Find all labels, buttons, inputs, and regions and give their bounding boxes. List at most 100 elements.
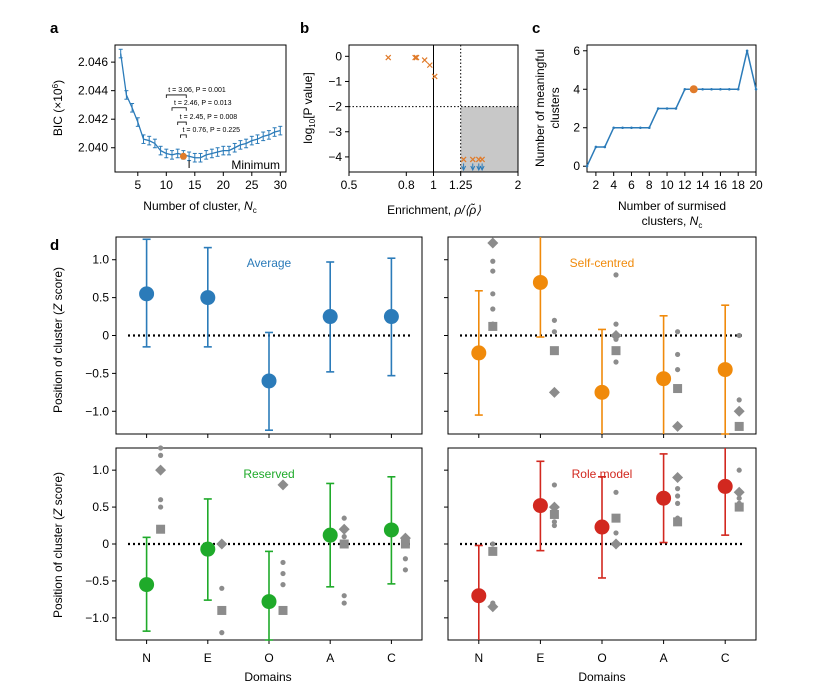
y-tick-label: 2.042 [78,112,108,126]
enrichment-point [469,156,476,163]
grey-dot-marker [341,534,347,540]
panel-c-series [585,49,758,168]
subplot-role-model: N E O A C Role model [444,447,757,665]
panel-c-x-label-line2: clusters, Nc [642,214,703,230]
meaningful-clusters-point [585,164,589,168]
panel-a-bic-chart: a 5 10 15 20 25 30 2.040 2.042 2.044 2.046 t = 3… [50,20,287,215]
y-tick-label: 2.040 [78,141,108,155]
x-tick-label: 30 [274,178,288,192]
grey-dot-marker [158,445,164,451]
grey-dot-marker [613,530,619,536]
meaningful-clusters-point [656,107,660,110]
mean-marker [717,362,733,378]
grey-dot-marker [402,567,408,573]
enrichment-point [426,62,433,69]
y-tick-label: 2.046 [78,55,108,69]
grey-diamond-marker [610,538,622,550]
grey-dot-marker [551,522,558,529]
meaningful-clusters-point [683,87,687,91]
panel-b-shaded-region [460,106,518,172]
y-tick-label: 0 [573,159,580,173]
grey-dot-marker [736,495,742,501]
y-tick-label: 1.0 [92,253,109,267]
y-tick-label: −0.5 [85,574,109,588]
grey-dot-marker [613,272,619,278]
mean-marker [532,274,548,290]
grey-diamond-marker [277,479,289,491]
grey-square-marker [611,513,621,523]
x-tick-label: N [142,651,151,665]
grey-dot-marker [613,489,619,495]
panel-b-enrichment-chart: b 0.5 0.8 1 1.25 2 0 −1 −2 −3 −4 Enrichment, ρ/⟨… [300,20,522,217]
x-tick-label: N [474,651,483,665]
meaningful-clusters-point [665,107,669,110]
y-tick-label: 0 [102,537,109,551]
y-tick-label: −1.0 [85,404,109,418]
grey-dot-marker [490,291,496,297]
x-tick-label: 1.25 [449,178,473,192]
grey-square-marker [400,539,410,549]
meaningful-clusters-point [754,87,758,91]
panel-b-reference-lines [349,45,518,172]
grey-square-marker [549,346,559,356]
mean-marker [261,373,277,389]
x-tick-label: E [204,651,212,665]
y-tick-label: −2 [328,100,342,114]
meaningful-clusters-point [745,49,749,53]
y-tick-label: −0.5 [85,366,109,380]
x-tick-label: 20 [749,178,763,192]
grey-diamond-marker [672,420,684,432]
subplot-title: Reserved [243,467,294,481]
panel-d-domains-chart: d 1.0 0.5 0 −0.5 −1.0 Average Self-centred 1.… [50,236,757,684]
y-tick-label: −1.0 [85,611,109,625]
grey-dot-marker [551,482,558,488]
grey-dot-marker [280,582,286,588]
y-tick-label: 2 [573,121,580,135]
x-tick-label: 1 [430,178,437,192]
x-tick-label: 4 [610,178,617,192]
grey-dot-marker [675,486,681,492]
grey-dot-marker [675,329,681,335]
subplot-title: Average [247,256,292,270]
panel-c-x-ticks: 2 4 6 8 10 12 14 16 18 20 [593,172,763,192]
significance-bracket [177,121,187,126]
panel-d-y-label-top: Position of cluster (Z score) [51,267,65,413]
panel-a-y-label: BIC (×106) [51,80,65,136]
mean-marker [383,309,399,325]
meaningful-clusters-point [701,87,704,91]
y-tick-label: −4 [328,150,342,164]
meaningful-clusters-line [586,50,757,167]
enrichment-point [413,54,420,61]
x-tick-label: 10 [660,178,674,192]
grey-dot-marker [341,593,347,599]
meaningful-clusters-point [639,126,642,130]
subplot-reserved: 1.0 0.5 0 −0.5 −1.0 N E O A C Reserved [85,445,423,665]
y-tick-label: 0.5 [92,291,109,305]
panel-b-y-label: log10[P value] [301,72,317,143]
significance-label: t = 2.46, P = 0.013 [174,100,232,107]
grey-diamond-marker [548,386,560,398]
x-tick-label: O [264,651,273,665]
x-tick-label: 0.5 [341,178,358,192]
panel-c-y-label-line1: Number of meaningful [533,49,547,167]
significance-label: t = 2.45, P = 0.008 [180,114,238,121]
panel-c-y-label-line2: clusters [548,87,562,128]
selected-cluster-marker [689,85,698,94]
grey-diamond-marker [672,472,684,484]
grey-dot-marker [675,500,681,506]
grey-dot-marker [219,585,225,591]
y-tick-label: 6 [573,44,580,58]
meaningful-clusters-point [621,126,624,130]
mean-marker [200,541,216,557]
x-tick-label: 15 [188,178,202,192]
grey-dot-marker [280,570,286,577]
meaningful-clusters-point [719,87,722,91]
y-tick-label: 2.044 [78,84,108,98]
grey-dot-marker [158,497,164,503]
panel-a-letter: a [50,20,59,37]
grey-diamond-marker [610,330,622,341]
meaningful-clusters-point [603,145,607,149]
grey-dot-marker [402,556,408,562]
mean-marker [594,519,610,535]
grey-diamond-marker [155,464,167,476]
